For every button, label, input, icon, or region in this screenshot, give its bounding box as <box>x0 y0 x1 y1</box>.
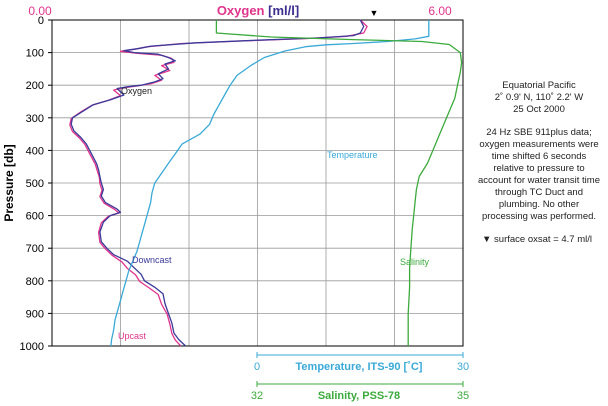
salinity-axis-title: Salinity, PSS-78 <box>318 390 400 402</box>
processing-line: time shifted 6 seconds <box>491 151 587 162</box>
pressure-tick-label: 1000 <box>20 341 44 353</box>
temperature-tick-max: 30 <box>457 361 469 373</box>
oxygen-tick-min: 0.00 <box>28 4 52 18</box>
processing-line: through TC Duct and <box>494 187 583 198</box>
oxsat-note: ▼ surface oxsat = 4.7 ml/l <box>472 234 606 246</box>
pressure-tick-label: 300 <box>26 113 44 125</box>
temperature-axis-title: Temperature, ITS-90 [˚C] <box>296 361 423 373</box>
processing-line: plumbing. No other <box>498 199 580 210</box>
pressure-tick-label: 500 <box>26 178 44 190</box>
series-downcast-line <box>70 19 365 347</box>
salinity-tick-min: 32 <box>251 390 263 402</box>
salinity-axis <box>256 381 464 387</box>
oxygen-tick-max: 6.00 <box>428 4 452 18</box>
pressure-axis: 0 100 200 300 400 500 600 700 800 900 1000 <box>20 15 52 353</box>
label-downcast: Downcast <box>132 255 172 265</box>
oxsat-text: surface oxsat = 4.7 ml/l <box>494 234 592 245</box>
oxygen-axis-title: Oxygen [ml/l] <box>217 3 299 18</box>
pressure-tick-label: 0 <box>38 15 44 27</box>
processing-line: relative to pressure to <box>493 163 585 174</box>
pressure-tick-label: 700 <box>26 243 44 255</box>
grid <box>52 20 463 346</box>
temperature-tick-min: 0 <box>254 361 260 373</box>
pressure-tick-label: 900 <box>26 308 44 320</box>
label-oxygen: Oxygen <box>121 86 152 96</box>
temperature-axis <box>256 352 464 358</box>
location-line: 25 Oct 2000 <box>513 104 565 115</box>
series-layer <box>69 19 463 347</box>
pressure-axis-title: Pressure [db] <box>2 144 16 221</box>
pressure-tick-label: 600 <box>26 211 44 223</box>
pressure-tick-label: 200 <box>26 80 44 92</box>
processing-line: 24 Hz SBE 911plus data; <box>486 127 592 138</box>
series-salinity-line <box>215 20 463 346</box>
label-temperature: Temperature <box>327 150 378 160</box>
surface-oxsat-marker: ▼ <box>369 8 378 18</box>
label-salinity: Salinity <box>400 257 430 267</box>
processing-block: 24 Hz SBE 911plus data; oxygen measureme… <box>472 127 606 223</box>
location-line: Equatorial Pacific <box>502 80 576 91</box>
pressure-tick-label: 800 <box>26 276 44 288</box>
pressure-tick-label: 400 <box>26 145 44 157</box>
location-line: 2˚ 0.9' N, 110˚ 2.2' W <box>494 92 584 103</box>
location-block: Equatorial Pacific 2˚ 0.9' N, 110˚ 2.2' … <box>472 80 606 116</box>
oxygen-axis-title-name: Oxygen <box>217 3 265 18</box>
pressure-tick-label: 100 <box>26 48 44 60</box>
salinity-tick-max: 35 <box>457 390 469 402</box>
series-temperature-line <box>110 20 430 347</box>
profile-notes: Equatorial Pacific 2˚ 0.9' N, 110˚ 2.2' … <box>472 80 606 246</box>
processing-line: oxygen measurements were <box>479 139 599 150</box>
oxygen-axis-title-unit: [ml/l] <box>268 3 299 18</box>
oxsat-marker-icon: ▼ <box>482 234 492 245</box>
processing-line: processing was performed. <box>481 211 597 222</box>
processing-line: account for water transit time <box>478 175 600 186</box>
label-upcast: Upcast <box>118 331 147 341</box>
